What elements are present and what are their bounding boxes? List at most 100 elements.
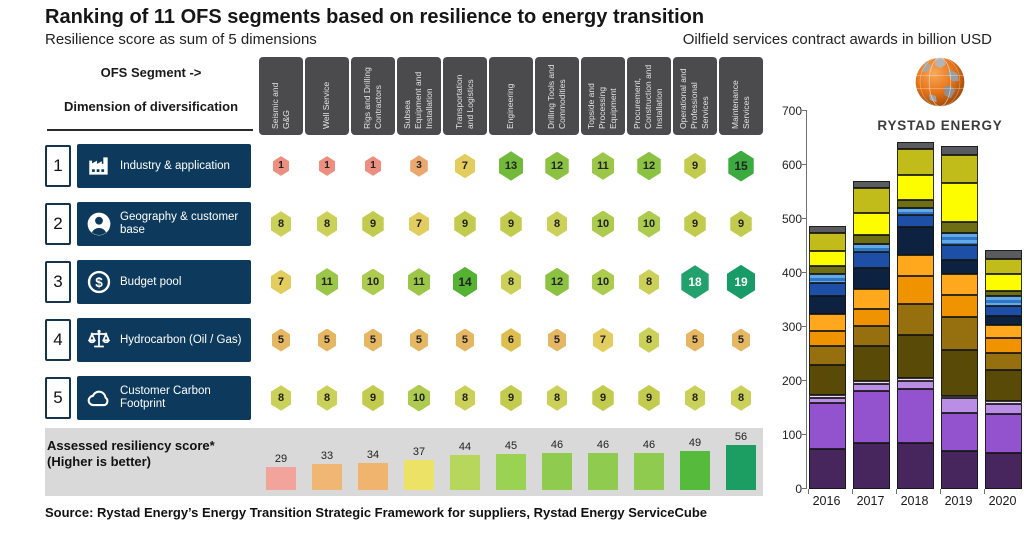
segment-column-header: Topside and Processing Equipment [581, 57, 625, 135]
assessed-band: Assessed resiliency score* (Higher is be… [45, 428, 763, 496]
bar-segment-dark-orange [985, 338, 1022, 353]
segment-column-header: Maintenance Services [719, 57, 763, 135]
assessed-total-bar [496, 454, 526, 490]
score-hexagon: 11 [591, 152, 615, 180]
dimension-label-box: $ Budget pool [77, 260, 251, 304]
assessed-total-cell: 44 [443, 428, 487, 496]
segment-column-label: Operational and Professional Services [678, 68, 711, 130]
bar-segment-light-purple [897, 381, 934, 389]
dimension-label-cell: 2 Geography & customer base [45, 202, 257, 246]
stacked-bar-2020 [985, 250, 1022, 489]
score-hexagon: 8 [638, 269, 660, 295]
page-title: Ranking of 11 OFS segments based on resi… [45, 6, 705, 28]
bar-segment-pale-lavender [941, 396, 978, 398]
stacked-bar-2016 [809, 226, 846, 489]
score-cell: 9 [719, 195, 763, 253]
bar-segment-dark-olive [809, 266, 846, 274]
bar-segment-dark-olive [941, 222, 978, 233]
segment-column-label: Procurement, Construction and Installati… [632, 64, 665, 129]
bar-segment-purple [897, 389, 934, 443]
score-cell: 8 [259, 195, 303, 253]
score-cell: 5 [397, 311, 441, 369]
score-cell: 8 [627, 311, 671, 369]
score-hexagon: 8 [454, 385, 476, 411]
factory-icon [86, 153, 112, 179]
segment-column-label: Transportation and Logistics [453, 74, 475, 130]
score-hexagon: 14 [452, 266, 478, 298]
score-cell: 8 [305, 369, 349, 427]
x-tick [984, 489, 985, 494]
score-cell: 14 [443, 253, 487, 311]
bar-segment-dark-orange [853, 309, 890, 326]
assessed-total-value: 37 [412, 446, 426, 458]
dimension-label-box: Industry & application [77, 144, 251, 188]
segment-column-label: Maintenance Services [729, 80, 751, 129]
score-hexagon: 5 [317, 328, 337, 352]
bar-segment-dark-navy [985, 316, 1022, 325]
x-axis-label: 2018 [900, 494, 929, 508]
segment-column-header: Subsea Equipment and Installation [397, 57, 441, 135]
bar-segment-dark-purple [809, 449, 846, 489]
x-axis-label: 2017 [856, 494, 885, 508]
assessed-label-line1: Assessed resiliency score* [47, 438, 215, 453]
segment-column-label: Engineering [505, 83, 516, 129]
dimension-label-box: Customer Carbon Footprint [77, 376, 251, 420]
score-cell: 8 [535, 195, 579, 253]
score-hexagon: 8 [684, 385, 706, 411]
assessed-total-bar [726, 445, 756, 490]
score-hexagon: 5 [455, 328, 475, 352]
score-hexagon: 9 [638, 384, 660, 412]
bar-segment-pale-lavender [809, 395, 846, 398]
assessed-total-bar [404, 460, 434, 490]
score-cell: 12 [535, 253, 579, 311]
score-hexagon: 18 [681, 265, 709, 299]
assessed-total-value: 34 [366, 449, 380, 461]
assessed-total-bar [634, 453, 664, 490]
score-cell: 19 [719, 253, 763, 311]
assessed-total-cell: 33 [305, 428, 349, 496]
bar-segment-blue [985, 306, 1022, 316]
source-note: Source: Rystad Energy’s Energy Transitio… [45, 505, 708, 520]
y-axis-label: 100 [781, 428, 802, 442]
score-cell: 5 [535, 311, 579, 369]
assessed-total-value: 33 [320, 450, 334, 462]
segment-column-label: Seismic and G&G [269, 82, 291, 129]
score-cell: 3 [397, 137, 441, 195]
assessed-total-cell: 37 [397, 428, 441, 496]
bar-segment-yellow [809, 251, 846, 266]
bar-segment-brown [985, 353, 1022, 370]
score-cell: 5 [443, 311, 487, 369]
score-hexagon: 9 [362, 210, 384, 238]
score-cell: 8 [719, 369, 763, 427]
score-hexagon: 7 [454, 153, 476, 179]
y-axis-label: 200 [781, 374, 802, 388]
bar-segment-purple [809, 403, 846, 449]
y-tick [802, 380, 807, 381]
bar-segment-dark-olive [853, 235, 890, 244]
y-axis-label: 0 [795, 482, 802, 496]
y-tick [802, 326, 807, 327]
assessed-label-line2: (Higher is better) [47, 454, 152, 470]
assessed-total-cell: 56 [719, 428, 763, 496]
bar-segment-blue [941, 245, 978, 260]
score-hexagon: 10 [361, 268, 385, 296]
score-hexagon: 8 [730, 385, 752, 411]
dimension-label-box: Hydrocarbon (Oil / Gas) [77, 318, 251, 362]
y-tick [802, 272, 807, 273]
bar-segment-dark-olive [985, 291, 1022, 296]
score-cell: 8 [489, 253, 533, 311]
corner-underline [47, 129, 253, 131]
bar-segment-yellow [985, 274, 1022, 291]
assessed-total-cell: 46 [535, 428, 579, 496]
dimension-rows: 1 Industry & application 1 1 1 3 7 13 12 11 12 9 15 2… [45, 137, 763, 427]
dimension-number: 1 [45, 145, 71, 187]
x-axis-label: 2020 [988, 494, 1017, 508]
x-axis-labels: 2016 2017 2018 2019 2020 [808, 494, 1021, 508]
person-icon [86, 211, 112, 237]
score-hexagon: 12 [637, 151, 661, 181]
bar-segment-light-blue [941, 233, 978, 245]
bar-segment-light-blue [809, 274, 846, 283]
score-hexagon: 8 [316, 385, 338, 411]
score-hexagon: 5 [547, 328, 567, 352]
bar-segment-olive-yellow [941, 155, 978, 183]
